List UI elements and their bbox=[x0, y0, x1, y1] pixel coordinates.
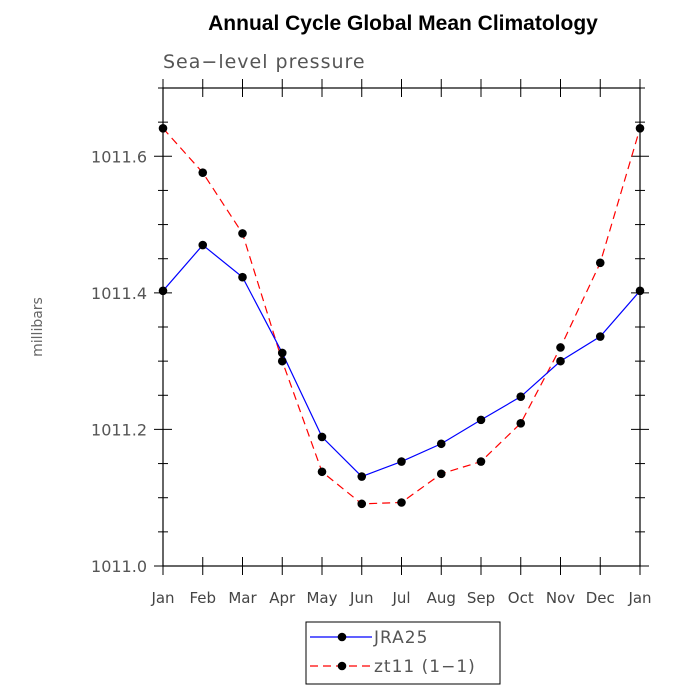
data-point bbox=[516, 392, 526, 401]
data-point bbox=[476, 457, 486, 466]
x-tick-labels: Jan Feb Mar Apr May Jun Jul Aug Sep Oct Nov Dec Jan bbox=[150, 589, 651, 607]
chart-subtitle: Sea−level pressure bbox=[163, 51, 366, 73]
x-tick-label: Nov bbox=[546, 589, 575, 607]
legend-label-0: JRA25 bbox=[373, 628, 428, 648]
data-point bbox=[595, 258, 605, 268]
data-point bbox=[595, 332, 605, 341]
data-point bbox=[158, 123, 168, 133]
x-tick-label: Oct bbox=[508, 589, 534, 607]
y-tick-label: 1011.0 bbox=[91, 557, 147, 576]
y-tick-label: 1011.4 bbox=[91, 284, 147, 303]
data-point bbox=[397, 498, 406, 507]
x-tick-label: Jan bbox=[627, 589, 651, 607]
y-axis-label: millibars bbox=[30, 297, 46, 357]
y-tick-labels: 1011.0 1011.2 1011.4 1011.6 bbox=[91, 147, 147, 576]
x-tick-label: Jun bbox=[349, 589, 373, 607]
data-point bbox=[158, 286, 168, 296]
x-tick-label: Jul bbox=[391, 589, 410, 607]
data-point bbox=[357, 472, 367, 481]
data-point bbox=[198, 168, 208, 177]
data-point bbox=[556, 356, 565, 366]
x-tick-label: Sep bbox=[467, 589, 495, 607]
legend-marker-1 bbox=[337, 661, 347, 671]
y-tick-label: 1011.2 bbox=[91, 420, 147, 439]
data-point bbox=[635, 123, 645, 133]
y-tick-label: 1011.6 bbox=[91, 147, 147, 166]
data-point bbox=[476, 415, 486, 425]
data-point bbox=[436, 469, 446, 479]
data-point bbox=[357, 499, 367, 509]
data-point bbox=[198, 240, 208, 250]
plot-frame bbox=[162, 87, 641, 567]
data-point bbox=[556, 343, 565, 352]
chart-title: Annual Cycle Global Mean Climatology bbox=[208, 12, 598, 35]
data-point bbox=[238, 229, 247, 238]
legend-marker-0 bbox=[337, 632, 347, 642]
data-point bbox=[397, 457, 406, 466]
x-tick-label: Dec bbox=[586, 589, 615, 607]
data-point bbox=[436, 439, 446, 449]
legend-label-1: zt11 (1−1) bbox=[374, 657, 476, 677]
data-point bbox=[277, 348, 287, 358]
x-tick-label: Apr bbox=[269, 589, 296, 607]
x-tick-label: Aug bbox=[427, 589, 456, 607]
legend: JRA25 zt11 (1−1) bbox=[305, 621, 501, 685]
data-point bbox=[317, 432, 327, 442]
axis-ticks bbox=[154, 79, 649, 575]
data-point bbox=[516, 418, 526, 428]
series-line-1 bbox=[162, 127, 641, 505]
legend-box bbox=[305, 621, 501, 685]
data-point bbox=[317, 467, 327, 477]
data-point bbox=[238, 272, 247, 282]
series-layer bbox=[158, 123, 645, 509]
x-tick-label: May bbox=[306, 589, 337, 607]
x-tick-label: Jan bbox=[150, 589, 174, 607]
x-tick-label: Feb bbox=[189, 589, 216, 607]
x-tick-label: Mar bbox=[228, 589, 257, 607]
data-point bbox=[635, 286, 645, 296]
series-line-0 bbox=[162, 244, 641, 478]
data-point bbox=[277, 356, 287, 366]
